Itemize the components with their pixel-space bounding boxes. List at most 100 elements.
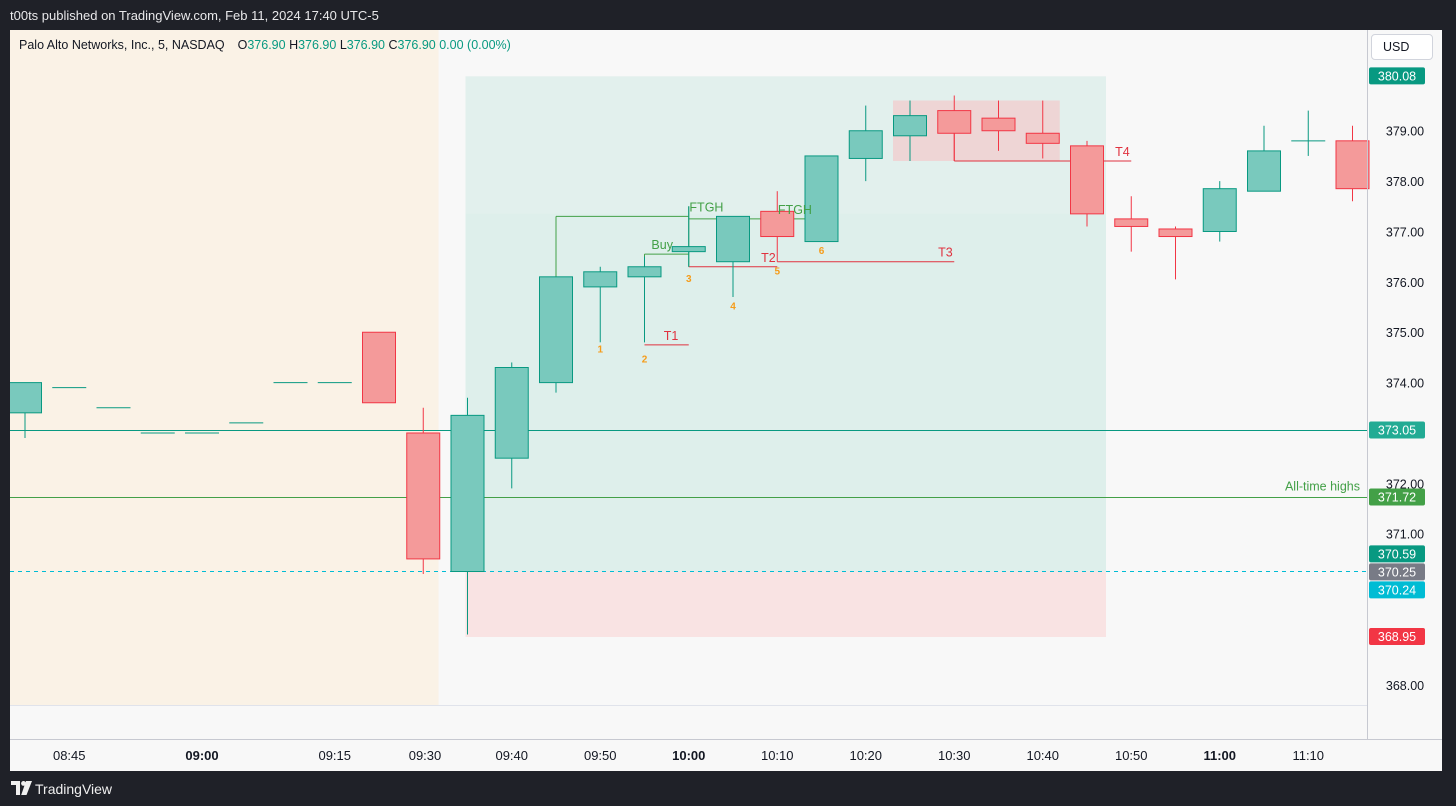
candle [583,266,618,343]
symbol-legend: Palo Alto Networks, Inc., 5, NASDAQ O376… [19,38,511,52]
footer-bar: TradingView [0,771,1456,806]
bar-number: 5 [774,266,780,277]
candle-body [450,414,485,573]
price-label-bg [1369,581,1425,599]
close-label: C [388,38,398,52]
x-tick-label: 09:00 [185,748,218,763]
x-tick-label: 10:30 [938,748,971,763]
brand-name: TradingView [35,781,113,797]
chart-frame: 368.00 371.00 372.00 374.00 375.00 376.00 377.… [10,30,1442,771]
candle [1070,140,1104,227]
price-label: 370.24 [1369,581,1425,599]
x-tick-label: 11:10 [1292,748,1324,763]
x-tick-label: 10:00 [672,748,705,763]
candle [1025,100,1060,159]
price-label-text: 370.59 [1378,547,1416,561]
price-label: 380.08 [1369,67,1425,85]
candle-body [1247,150,1281,192]
price-label-text: 373.05 [1378,423,1416,437]
target-zone-inner [465,213,1106,572]
open-value: 376.90 [247,38,286,52]
x-tick-label: 09:15 [318,748,351,763]
y-tick-label: 376.00 [1386,276,1424,290]
candle-body [937,110,972,134]
currency-button[interactable]: USD [1371,34,1433,60]
price-label: 370.59 [1369,545,1425,563]
candle-body [362,331,396,404]
candle [671,206,706,267]
x-tick-label: 09:50 [584,748,617,763]
y-tick-label: 374.00 [1386,377,1424,391]
publish-info: t00ts published on TradingView.com, Feb … [10,8,379,23]
price-label-text: 370.24 [1378,583,1416,597]
candle [1114,196,1149,252]
time-axis-background [10,739,1442,771]
candle-body [1158,228,1193,238]
candle [1247,125,1281,192]
price-label: 371.72 [1369,488,1425,506]
candle [494,362,529,489]
x-tick-label: 09:40 [495,748,528,763]
candle-body [981,117,1016,132]
annotation-label: Buy [651,238,673,252]
candle [848,105,883,182]
candle-body [583,271,618,288]
publish-header: t00ts published on TradingView.com, Feb … [0,0,1456,30]
x-tick-label: 10:50 [1115,748,1148,763]
change-value: 0.00 (0.00%) [439,38,511,52]
price-label-text: 371.72 [1378,490,1416,504]
price-label: 368.95 [1369,627,1425,645]
candle [716,215,750,297]
candle-body [716,215,750,263]
candle [627,256,662,343]
candle [1335,125,1370,202]
candle [450,397,485,635]
candle-body [10,382,42,414]
bar-number: 1 [597,344,603,355]
price-label-bg [1369,67,1425,85]
candle-body [1335,140,1370,190]
horizontal-line-label: All-time highs [1285,479,1360,493]
price-label-bg [1369,488,1425,506]
y-tick-label: 372.00 [1386,477,1424,491]
high-value: 376.90 [298,38,337,52]
annotation-label: T4 [1115,145,1130,159]
candle-body [804,155,839,243]
candle [1202,181,1237,242]
stop-zone [465,571,1106,637]
candle-body [627,266,662,278]
y-tick-label: 368.00 [1386,679,1424,693]
x-tick-label: 08:45 [53,748,86,763]
close-value: 376.90 [397,38,436,52]
annotation-label: T2 [761,251,776,265]
y-tick-label: 375.00 [1386,326,1424,340]
candle [539,276,573,393]
candle-body [671,246,706,253]
low-value: 376.90 [346,38,385,52]
price-label: 370.25 [1369,563,1425,581]
candle [804,155,839,243]
bar-number: 6 [819,246,825,257]
bar-number: 3 [686,274,692,285]
price-label-text: 368.95 [1378,630,1416,644]
bar-number: 4 [730,302,736,313]
annotation-label: T3 [938,246,953,260]
candle [760,191,795,262]
price-label-bg [1369,627,1425,645]
candle [10,382,42,439]
y-tick-label: 371.00 [1386,528,1424,542]
candle-body [494,367,529,459]
y-tick-label: 377.00 [1386,225,1424,239]
annotation-label: FTGH [689,200,723,214]
annotation-label: T1 [664,329,679,343]
candlestick-chart[interactable]: 368.00 371.00 372.00 374.00 375.00 376.00 377.… [10,30,1442,771]
candle [981,100,1016,151]
price-label-bg [1369,421,1425,439]
symbol-name: Palo Alto Networks, Inc., 5, NASDAQ [19,38,225,52]
candle [937,95,972,161]
tradingview-logo-icon [11,781,32,795]
candle-body [1114,218,1149,227]
price-label: 373.05 [1369,421,1425,439]
price-label-bg [1369,545,1425,563]
candle-body [1202,188,1237,232]
